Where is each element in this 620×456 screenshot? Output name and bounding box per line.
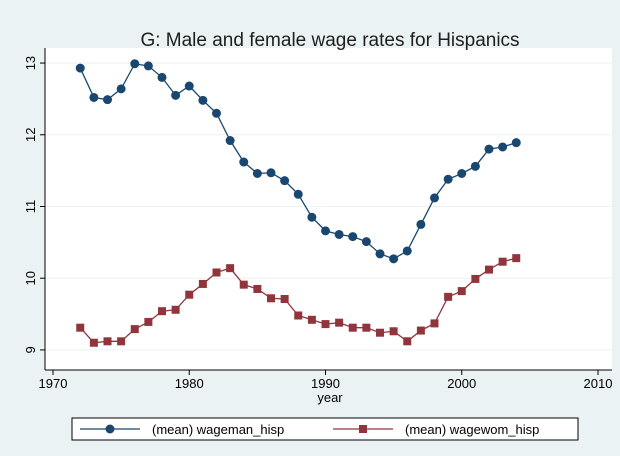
data-point — [225, 136, 235, 146]
data-point — [348, 323, 357, 332]
data-point — [198, 95, 208, 105]
data-point — [89, 338, 98, 347]
data-point — [239, 157, 249, 167]
data-point — [293, 189, 303, 199]
legend-label: (mean) wagewom_hisp — [405, 422, 539, 437]
data-point — [171, 90, 181, 100]
data-point — [375, 249, 385, 259]
data-point — [157, 72, 167, 82]
data-point — [266, 168, 276, 178]
data-point — [294, 311, 303, 320]
data-point — [321, 320, 330, 329]
data-point — [212, 268, 221, 277]
data-point — [485, 265, 493, 274]
x-tick-label: 1980 — [175, 376, 204, 391]
data-point — [376, 328, 384, 337]
data-point — [416, 326, 425, 335]
data-point — [116, 84, 126, 94]
data-point — [512, 254, 521, 263]
data-point — [184, 81, 194, 91]
data-point — [253, 284, 262, 293]
chart-title: G: Male and female wage rates for Hispan… — [140, 30, 519, 51]
data-point — [212, 108, 221, 118]
data-point — [144, 317, 153, 326]
legend-box — [71, 417, 579, 441]
data-point — [335, 318, 344, 327]
data-point — [389, 254, 399, 264]
x-tick-label: 1990 — [311, 376, 340, 391]
y-tick-label: 12 — [23, 128, 38, 142]
data-point — [430, 319, 439, 328]
data-point — [457, 169, 467, 179]
data-point — [470, 161, 480, 171]
data-point — [498, 257, 507, 266]
data-point — [171, 305, 180, 314]
data-point — [361, 237, 371, 247]
data-point — [457, 287, 466, 296]
data-point — [117, 337, 126, 346]
plot-area — [45, 48, 612, 370]
data-point — [321, 226, 330, 236]
data-point — [416, 219, 426, 229]
x-axis-label: year — [317, 390, 343, 405]
data-point — [444, 292, 453, 301]
y-tick-label: 11 — [23, 200, 38, 214]
data-point — [280, 176, 290, 186]
data-point — [498, 142, 508, 152]
y-tick-label: 9 — [23, 346, 38, 353]
data-point — [280, 295, 289, 304]
data-point — [443, 174, 453, 184]
data-point — [103, 337, 112, 346]
data-point — [239, 280, 248, 289]
data-point — [158, 307, 166, 316]
x-tick-label: 2000 — [447, 376, 476, 391]
y-tick-label: 13 — [23, 56, 38, 70]
data-point — [402, 246, 412, 256]
data-point — [334, 229, 344, 239]
data-point — [198, 279, 207, 288]
data-point — [130, 59, 140, 69]
data-point — [130, 325, 139, 334]
data-point — [103, 95, 112, 105]
legend-marker — [359, 425, 367, 433]
x-tick-label: 2010 — [584, 376, 613, 391]
data-point — [307, 212, 317, 222]
data-point — [484, 144, 494, 154]
data-point — [348, 232, 358, 242]
data-point — [76, 323, 85, 332]
data-point — [226, 264, 235, 273]
y-tick-label: 10 — [23, 271, 38, 285]
data-point — [511, 138, 521, 148]
data-point — [89, 92, 99, 102]
data-point — [430, 193, 439, 203]
data-point — [143, 61, 153, 71]
data-point — [252, 169, 262, 179]
data-point — [267, 294, 275, 303]
data-point — [471, 274, 480, 283]
data-point — [403, 337, 412, 346]
data-point — [75, 63, 85, 73]
x-tick-label: 1970 — [39, 376, 68, 391]
legend-label: (mean) wageman_hisp — [152, 422, 284, 437]
legend-marker — [105, 424, 115, 434]
data-point — [389, 327, 398, 336]
data-point — [185, 290, 194, 299]
data-point — [307, 315, 316, 324]
data-point — [362, 323, 371, 332]
